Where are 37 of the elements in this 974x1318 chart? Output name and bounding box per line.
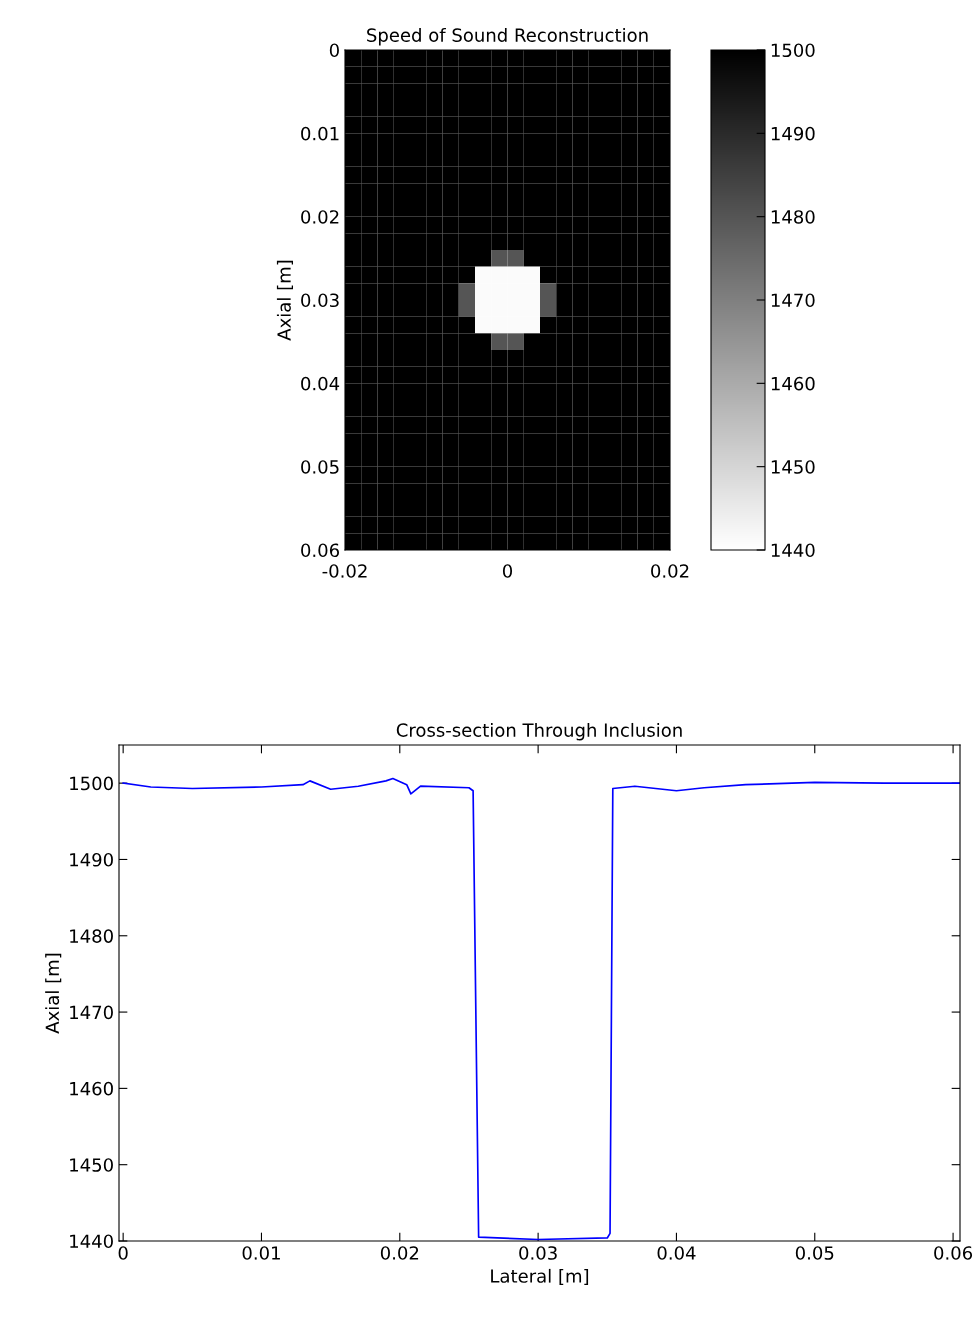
y-axis-title: Axial [m]: [276, 260, 294, 341]
color-bar-label: 1470: [771, 293, 815, 308]
y-tick-label: 1440: [70, 1234, 113, 1249]
y-tick-label: 1450: [70, 1158, 113, 1172]
x-axis-title: Lateral [m]: [491, 1268, 589, 1285]
chart-title: Speed of Sound Reconstruction: [367, 27, 648, 46]
x-tick-label: 0.04: [657, 1246, 696, 1260]
color-bar-label: 1450: [771, 460, 815, 474]
x-tick-label: 0.02: [380, 1246, 419, 1260]
color-bar-label: 1460: [771, 376, 815, 391]
y-tick-label: 1500: [70, 776, 113, 791]
x-tick-label: 0: [502, 564, 513, 578]
y-tick-label: 1470: [70, 1005, 113, 1020]
y-tick-label: 0: [329, 43, 339, 58]
x-tick-label: 0.03: [519, 1246, 557, 1260]
y-tick-label: 0.04: [301, 376, 340, 391]
y-tick-label: 0.01: [301, 126, 339, 141]
line-series: [122, 777, 960, 1241]
chart-title: Cross-section Through Inclusion: [396, 722, 682, 741]
y-tick-label: 0.02: [301, 210, 339, 224]
y-tick-label: 0.06: [301, 543, 339, 558]
y-tick-label: 1460: [70, 1081, 113, 1096]
y-axis-title: Axial [m]: [45, 953, 62, 1034]
x-tick-label: -0.02: [322, 564, 367, 578]
y-tick-label: 0.05: [301, 460, 339, 474]
x-tick-label: 0: [118, 1246, 128, 1260]
color-bar-label: 1480: [771, 210, 815, 224]
color-bar-label: 1440: [771, 543, 815, 558]
x-tick-label: 0.01: [242, 1246, 280, 1260]
x-tick-label: 0.02: [651, 564, 689, 578]
color-bar-label: 1490: [771, 126, 815, 141]
y-tick-label: 0.03: [301, 293, 339, 308]
x-tick-label: 0.05: [795, 1246, 834, 1260]
x-tick-label: 0.06: [934, 1246, 973, 1260]
color-bar-label: 1500: [771, 43, 815, 58]
y-tick-label: 1480: [70, 929, 113, 943]
y-tick-label: 1490: [70, 852, 113, 867]
